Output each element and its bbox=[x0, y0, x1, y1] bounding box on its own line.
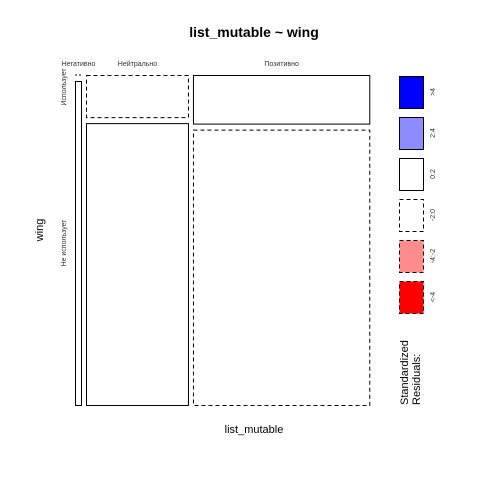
legend-title-line-1: Residuals: bbox=[411, 354, 423, 405]
legend-swatch-3 bbox=[399, 199, 424, 232]
x-category-labels: Негативно Нейтрально Позитивно bbox=[62, 60, 299, 68]
x-axis-label: list_mutable bbox=[225, 424, 284, 436]
y-tick-использует: Использует bbox=[61, 68, 68, 106]
cell-негативно-не-использует bbox=[75, 81, 82, 406]
residuals-legend: >4 2:4 0:2 -2:0 -4:-2 <-4 Standardized Residual… bbox=[399, 76, 437, 405]
y-category-labels: Использует Не использует bbox=[61, 68, 68, 267]
legend-swatch-1 bbox=[399, 117, 424, 150]
y-tick-не-использует: Не использует bbox=[61, 219, 68, 267]
legend-label-4: -4:-2 bbox=[430, 249, 437, 264]
x-tick-негативно: Негативно bbox=[62, 61, 96, 68]
legend-swatch-0 bbox=[399, 76, 424, 109]
x-tick-позитивно: Позитивно bbox=[264, 61, 299, 68]
legend-label-3: -2:0 bbox=[430, 209, 437, 221]
cell-нейтрально-использует bbox=[86, 75, 189, 119]
legend-label-1: 2:4 bbox=[430, 128, 437, 138]
y-axis-label: wing bbox=[34, 219, 46, 243]
legend-swatch-4 bbox=[399, 240, 424, 273]
chart-title: list_mutable ~ wing bbox=[189, 24, 319, 40]
x-tick-нейтрально: Нейтрально bbox=[118, 60, 157, 68]
legend-label-0: >4 bbox=[430, 88, 437, 96]
legend-swatch-2 bbox=[399, 158, 424, 191]
cell-позитивно-использует bbox=[192, 75, 371, 125]
mosaic-cells bbox=[75, 74, 371, 407]
legend-label-5: <-4 bbox=[430, 292, 437, 302]
legend-swatch-5 bbox=[399, 281, 424, 314]
cell-нейтрально-не-использует bbox=[86, 123, 189, 407]
legend-label-2: 0:2 bbox=[430, 169, 437, 179]
legend-title-line-0: Standardized bbox=[399, 340, 411, 405]
cell-позитивно-не-использует bbox=[192, 129, 371, 406]
